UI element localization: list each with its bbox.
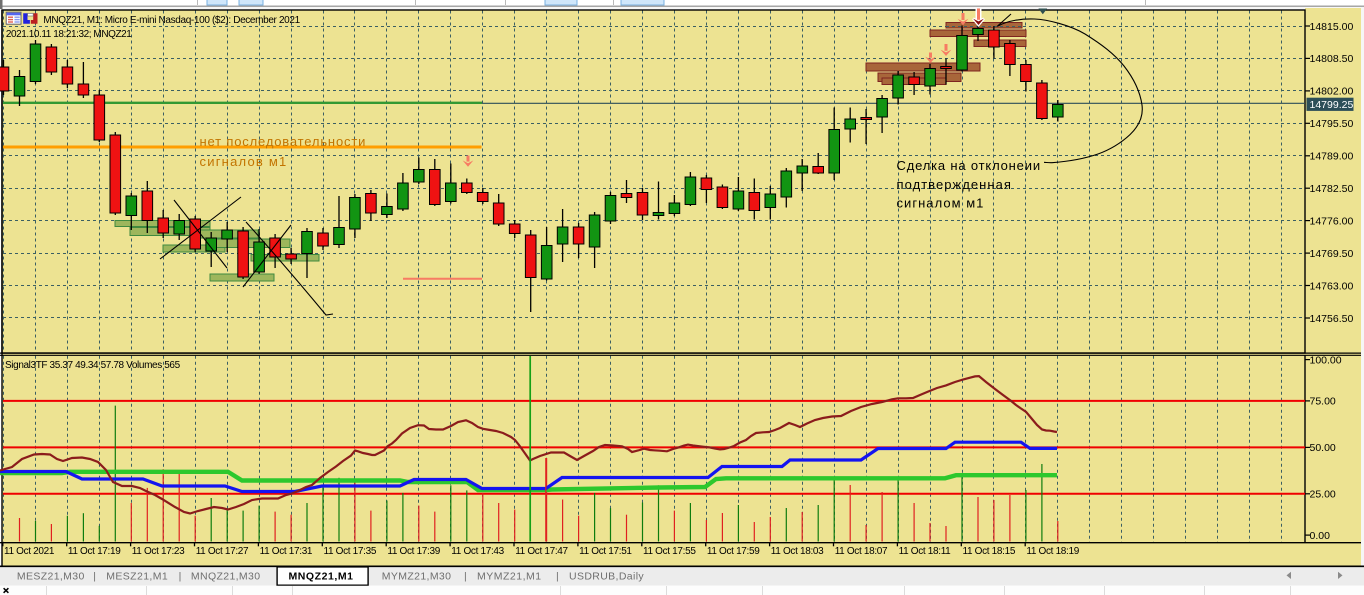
svg-text:14763.00: 14763.00 xyxy=(1310,280,1354,292)
svg-text:MESZ21,M1: MESZ21,M1 xyxy=(106,571,168,583)
svg-text:14815.00: 14815.00 xyxy=(1310,21,1354,33)
svg-text:11 Oct 18:03: 11 Oct 18:03 xyxy=(771,546,824,557)
svg-text:14782.50: 14782.50 xyxy=(1310,183,1354,195)
svg-text:11 Oct 17:47: 11 Oct 17:47 xyxy=(515,546,568,557)
svg-text:MESZ21,M30: MESZ21,M30 xyxy=(17,571,85,583)
svg-text:|: | xyxy=(556,571,559,583)
svg-text:Signal3TF 35.37 49.34 57.78 Vo: Signal3TF 35.37 49.34 57.78 Volumes 565 xyxy=(5,360,181,371)
svg-text:25.00: 25.00 xyxy=(1310,489,1336,501)
svg-text:11 Oct 17:55: 11 Oct 17:55 xyxy=(643,546,696,557)
svg-text:11 Oct 17:59: 11 Oct 17:59 xyxy=(707,546,760,557)
svg-text:подтвержденная: подтвержденная xyxy=(897,177,1012,192)
svg-text:11 Oct 18:11: 11 Oct 18:11 xyxy=(899,546,952,557)
svg-text:|: | xyxy=(179,571,182,583)
svg-text:75.00: 75.00 xyxy=(1310,396,1336,408)
svg-text:14769.50: 14769.50 xyxy=(1310,248,1354,260)
svg-text:|: | xyxy=(93,571,96,583)
svg-text:11 Oct 17:27: 11 Oct 17:27 xyxy=(196,546,249,557)
svg-text:14756.50: 14756.50 xyxy=(1310,313,1354,325)
svg-text:MNQZ21,M1: MNQZ21,M1 xyxy=(289,571,354,583)
svg-text:11 Oct 17:19: 11 Oct 17:19 xyxy=(68,546,121,557)
svg-text:нет последовательности: нет последовательности xyxy=(200,134,367,149)
svg-text:0.00: 0.00 xyxy=(1310,530,1331,542)
svg-text:50.00: 50.00 xyxy=(1310,442,1336,454)
svg-text:14808.50: 14808.50 xyxy=(1310,53,1354,65)
svg-text:11 Oct 17:43: 11 Oct 17:43 xyxy=(451,546,504,557)
svg-text:11 Oct 18:19: 11 Oct 18:19 xyxy=(1026,546,1079,557)
svg-text:2021.10.11 18:21:32; MNQZ21: 2021.10.11 18:21:32; MNQZ21 xyxy=(6,29,132,40)
svg-text:11 Oct 18:07: 11 Oct 18:07 xyxy=(835,546,888,557)
svg-text:11 Oct 17:23: 11 Oct 17:23 xyxy=(132,546,185,557)
svg-text:11 Oct 17:51: 11 Oct 17:51 xyxy=(579,546,632,557)
svg-text:MYMZ21,M30: MYMZ21,M30 xyxy=(382,571,452,583)
svg-text:14776.00: 14776.00 xyxy=(1310,215,1354,227)
svg-text:11 Oct 17:31: 11 Oct 17:31 xyxy=(260,546,313,557)
svg-text:14789.00: 14789.00 xyxy=(1310,151,1354,163)
svg-text:11 Oct 17:39: 11 Oct 17:39 xyxy=(387,546,440,557)
svg-text:сигналов м1: сигналов м1 xyxy=(200,154,288,169)
svg-text:14799.25: 14799.25 xyxy=(1310,99,1354,111)
svg-text:14795.50: 14795.50 xyxy=(1310,118,1354,130)
svg-text:11 Oct 17:35: 11 Oct 17:35 xyxy=(324,546,377,557)
svg-text:|: | xyxy=(464,571,467,583)
svg-text:11 Oct 2021: 11 Oct 2021 xyxy=(4,546,55,557)
svg-text:100.00: 100.00 xyxy=(1310,354,1342,366)
svg-text:Сделка на отклонеии: Сделка на отклонеии xyxy=(897,158,1041,173)
svg-text:11 Oct 18:15: 11 Oct 18:15 xyxy=(963,546,1016,557)
svg-text:14802.00: 14802.00 xyxy=(1310,86,1354,98)
svg-text:USDRUB,Daily: USDRUB,Daily xyxy=(569,571,644,583)
svg-text:сигналом м1: сигналом м1 xyxy=(897,196,985,211)
svg-text:MNQZ21,M30: MNQZ21,M30 xyxy=(191,571,261,583)
svg-text:MYMZ21,M1: MYMZ21,M1 xyxy=(477,571,542,583)
svg-text:MNQZ21, M1: Micro E-mini Nasd: MNQZ21, M1: Micro E-mini Nasdaq-100 ($2)… xyxy=(43,15,300,26)
